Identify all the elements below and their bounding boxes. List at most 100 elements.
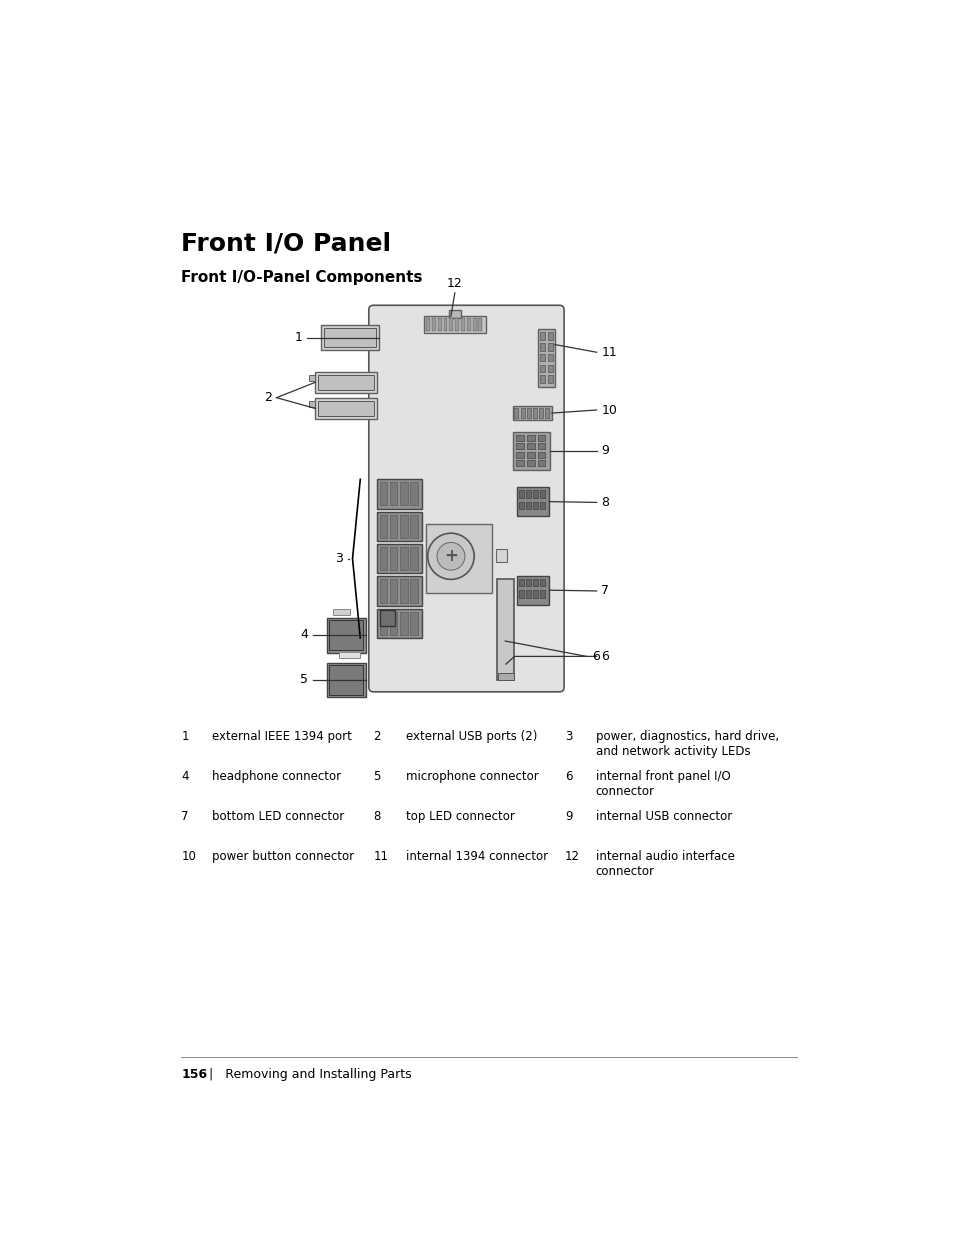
Bar [516,443,523,450]
Bar [377,511,422,541]
Text: 10: 10 [600,404,617,416]
Bar [377,609,422,638]
Bar [497,673,513,679]
Bar [390,483,397,505]
Bar [537,330,555,387]
Bar [410,547,417,571]
Bar [455,317,458,331]
Bar [399,547,407,571]
Bar [379,610,395,626]
Bar [399,611,407,635]
Bar [496,548,506,562]
Bar [526,461,534,466]
Bar [399,515,407,537]
Bar [315,398,377,419]
Bar [472,317,476,331]
Bar [399,579,407,603]
Text: 156: 156 [181,1068,207,1082]
Bar [518,490,523,498]
Text: 3: 3 [335,552,343,566]
Text: 4: 4 [300,629,308,641]
Bar [518,590,523,598]
Bar [410,483,417,505]
Bar [399,483,407,505]
Bar [333,609,350,615]
Bar [547,353,553,362]
Bar [517,576,549,605]
Text: 3: 3 [564,730,572,742]
Bar [533,409,537,417]
Bar [539,590,544,598]
Text: 4: 4 [181,769,189,783]
Text: microphone connector: microphone connector [406,769,538,783]
Bar [539,364,545,372]
Bar [539,332,545,340]
Bar [329,664,363,695]
Bar [533,490,537,498]
Bar [525,590,530,598]
Text: 9: 9 [600,445,609,457]
Text: 6: 6 [564,769,572,783]
Bar [537,435,545,441]
Bar [390,515,397,537]
Bar [432,317,436,331]
Bar [329,620,363,651]
Bar [547,343,553,351]
Bar [520,409,524,417]
Bar [377,479,422,509]
Bar [478,317,482,331]
Bar [539,343,545,351]
Text: 11: 11 [373,850,388,863]
Bar [377,543,422,573]
Bar [537,443,545,450]
Bar [516,435,523,441]
Text: Front I/O-Panel Components: Front I/O-Panel Components [181,270,422,285]
Bar [460,317,464,331]
Text: 7: 7 [600,584,609,598]
Text: 12: 12 [564,850,579,863]
Text: 12: 12 [447,277,462,290]
Bar [525,490,530,498]
Text: 5: 5 [373,769,380,783]
Bar [539,353,545,362]
Bar [514,409,517,417]
Bar [518,501,523,509]
Text: external IEEE 1394 port: external IEEE 1394 port [212,730,352,742]
Bar [526,452,534,458]
Bar [547,364,553,372]
Bar [426,317,430,331]
Text: internal 1394 connector: internal 1394 connector [406,850,548,863]
Bar [423,316,485,333]
Bar [537,461,545,466]
Bar [426,524,492,593]
Text: internal front panel I/O
connector: internal front panel I/O connector [596,769,730,798]
Bar [516,461,523,466]
Bar [545,409,549,417]
Bar [327,618,365,652]
Text: power, diagnostics, hard drive,
and network activity LEDs: power, diagnostics, hard drive, and netw… [596,730,779,757]
Bar [320,325,378,350]
Circle shape [436,542,464,571]
Text: internal audio interface
connector: internal audio interface connector [596,850,734,878]
Text: 6: 6 [600,650,609,663]
Bar [309,374,315,380]
Bar [513,431,550,471]
Bar [318,374,374,390]
Bar [539,501,544,509]
Bar [327,662,365,698]
Bar [379,515,387,537]
Bar [513,406,551,420]
Text: 5: 5 [300,673,308,685]
Bar [309,401,315,406]
Bar [533,501,537,509]
Text: external USB ports (2): external USB ports (2) [406,730,537,742]
Bar [525,579,530,587]
Text: 2: 2 [264,391,272,404]
Bar [466,317,470,331]
Text: bottom LED connector: bottom LED connector [212,810,344,823]
Text: 9: 9 [564,810,572,823]
Bar [390,547,397,571]
Bar [539,579,544,587]
Bar [533,579,537,587]
Bar [437,317,441,331]
